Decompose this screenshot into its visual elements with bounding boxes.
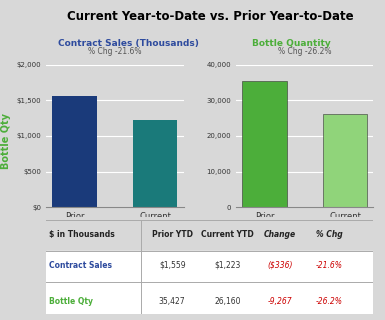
Text: % Chg -26.2%: % Chg -26.2%: [278, 47, 331, 56]
Bar: [323, 114, 367, 207]
Text: -9,267: -9,267: [268, 297, 293, 306]
Text: Current YTD: Current YTD: [201, 230, 254, 239]
Text: % Chg -21.6%: % Chg -21.6%: [88, 47, 142, 56]
Bar: [133, 120, 177, 207]
Text: -26.2%: -26.2%: [316, 297, 343, 306]
Text: 26,160: 26,160: [214, 297, 241, 306]
Bar: [242, 81, 286, 207]
Bar: [52, 96, 97, 207]
Text: Current Year-to-Date vs. Prior Year-to-Date: Current Year-to-Date vs. Prior Year-to-D…: [67, 10, 353, 23]
Text: Bottle Quantity: Bottle Quantity: [252, 39, 331, 48]
Text: 35,427: 35,427: [159, 297, 186, 306]
Text: $1,223: $1,223: [214, 261, 241, 270]
Bar: [46, 251, 373, 282]
Text: Contract Sales (Thousands): Contract Sales (Thousands): [58, 39, 198, 48]
Text: Contract Sales: Contract Sales: [49, 261, 112, 270]
Text: Bottle Qty: Bottle Qty: [49, 297, 94, 306]
Text: ($336): ($336): [268, 261, 293, 270]
Bar: [46, 217, 373, 251]
Bar: [46, 282, 373, 314]
Text: % Chg: % Chg: [316, 230, 343, 239]
Text: Bottle Qty: Bottle Qty: [1, 113, 11, 169]
Text: -21.6%: -21.6%: [316, 261, 343, 270]
Text: $ in Thousands: $ in Thousands: [49, 230, 115, 239]
Text: $1,559: $1,559: [159, 261, 186, 270]
Text: Prior YTD: Prior YTD: [152, 230, 192, 239]
Text: Change: Change: [264, 230, 296, 239]
